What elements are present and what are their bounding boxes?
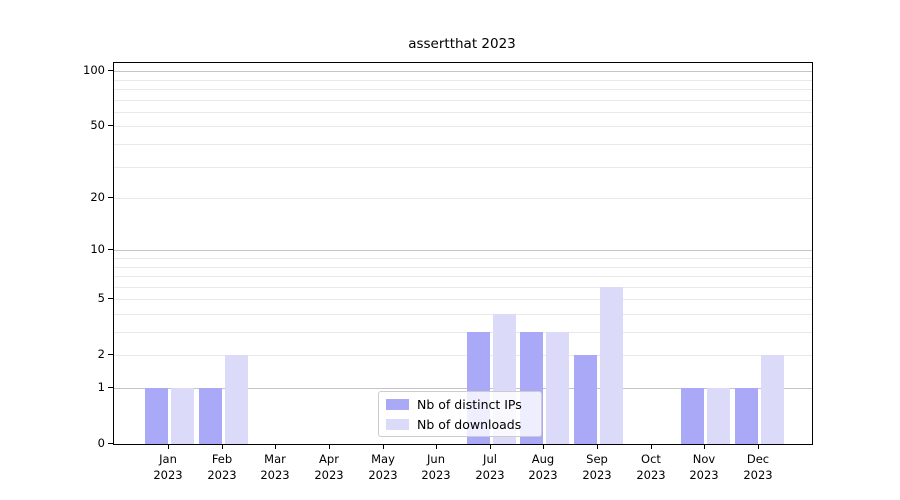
bar-downloads-sep [600, 287, 623, 444]
x-tick-label: Aug 2023 [511, 451, 575, 483]
bar-distinct-ips-sep [574, 355, 597, 444]
bar-distinct-ips-dec [735, 388, 758, 444]
bar-downloads-jan [171, 388, 194, 444]
bar-downloads-nov [707, 388, 730, 444]
minor-gridline [114, 100, 812, 101]
x-tick-year: 2023 [260, 468, 290, 482]
x-tick-year: 2023 [475, 468, 505, 482]
minor-gridline [114, 267, 812, 268]
legend-label-distinct-ips: Nb of distinct IPs [417, 396, 522, 412]
x-tick-year: 2023 [314, 468, 344, 482]
x-tick-label: Dec 2023 [726, 451, 790, 483]
y-axis-tick [108, 125, 113, 126]
minor-gridline [114, 80, 812, 81]
x-tick-year: 2023 [636, 468, 666, 482]
x-axis-tick [222, 444, 223, 449]
y-tick-label: 50 [90, 118, 105, 132]
plot-area [113, 62, 813, 445]
major-gridline [114, 388, 812, 389]
legend-item-downloads: Nb of downloads [386, 417, 541, 432]
major-gridline [114, 71, 812, 72]
x-axis-tick [490, 444, 491, 449]
legend-label-downloads: Nb of downloads [417, 416, 522, 432]
x-tick-label: Sep 2023 [565, 451, 629, 483]
x-axis-tick [436, 444, 437, 449]
x-tick-label: Jul 2023 [458, 451, 522, 483]
bar-distinct-ips-jan [145, 388, 168, 444]
x-axis-tick [651, 444, 652, 449]
minor-gridline [114, 276, 812, 277]
y-tick-label: 20 [90, 190, 105, 204]
x-tick-label: Oct 2023 [619, 451, 683, 483]
x-tick-year: 2023 [368, 468, 398, 482]
x-tick-label: Apr 2023 [297, 451, 361, 483]
legend-swatch-distinct-ips [386, 398, 409, 410]
x-axis-tick [543, 444, 544, 449]
bar-downloads-feb [225, 355, 248, 444]
major-gridline [114, 250, 812, 251]
legend-item-distinct-ips: Nb of distinct IPs [386, 397, 541, 412]
bar-downloads-aug [546, 332, 569, 444]
legend-swatch-downloads [386, 418, 409, 430]
x-tick-year: 2023 [689, 468, 719, 482]
y-axis-tick [108, 298, 113, 299]
x-axis-tick [704, 444, 705, 449]
y-tick-label: 10 [90, 242, 105, 256]
y-axis-tick [108, 249, 113, 250]
x-tick-label: Jan 2023 [136, 451, 200, 483]
minor-gridline [114, 89, 812, 90]
y-tick-label: 2 [97, 347, 105, 361]
x-tick-year: 2023 [582, 468, 612, 482]
y-axis-tick [108, 70, 113, 71]
x-tick-year: 2023 [743, 468, 773, 482]
minor-gridline [114, 144, 812, 145]
x-axis-tick [597, 444, 598, 449]
bar-distinct-ips-feb [199, 388, 222, 444]
x-tick-label: May 2023 [351, 451, 415, 483]
y-tick-label: 100 [83, 63, 105, 77]
minor-gridline [114, 198, 812, 199]
y-tick-label: 0 [97, 436, 105, 450]
x-tick-year: 2023 [528, 468, 558, 482]
x-axis-tick [168, 444, 169, 449]
y-axis-tick [108, 387, 113, 388]
minor-gridline [114, 355, 812, 356]
y-axis-tick [108, 354, 113, 355]
minor-gridline [114, 287, 812, 288]
x-tick-label: Jun 2023 [404, 451, 468, 483]
y-axis-tick [108, 443, 113, 444]
x-tick-label: Feb 2023 [190, 451, 254, 483]
x-axis-tick [758, 444, 759, 449]
bar-distinct-ips-nov [681, 388, 704, 444]
y-tick-label: 1 [97, 380, 105, 394]
minor-gridline [114, 314, 812, 315]
x-axis-tick [383, 444, 384, 449]
y-axis-tick [108, 197, 113, 198]
bar-downloads-dec [761, 355, 784, 444]
minor-gridline [114, 299, 812, 300]
minor-gridline [114, 167, 812, 168]
chart-title: assertthat 2023 [408, 36, 516, 52]
x-tick-year: 2023 [421, 468, 451, 482]
x-axis-tick [275, 444, 276, 449]
x-axis-tick [329, 444, 330, 449]
x-tick-label: Nov 2023 [672, 451, 736, 483]
minor-gridline [114, 258, 812, 259]
x-tick-label: Mar 2023 [243, 451, 307, 483]
minor-gridline [114, 332, 812, 333]
minor-gridline [114, 126, 812, 127]
x-tick-year: 2023 [153, 468, 183, 482]
legend: Nb of distinct IPs Nb of downloads [378, 391, 542, 437]
y-tick-label: 5 [97, 291, 105, 305]
minor-gridline [114, 112, 812, 113]
x-tick-year: 2023 [207, 468, 237, 482]
